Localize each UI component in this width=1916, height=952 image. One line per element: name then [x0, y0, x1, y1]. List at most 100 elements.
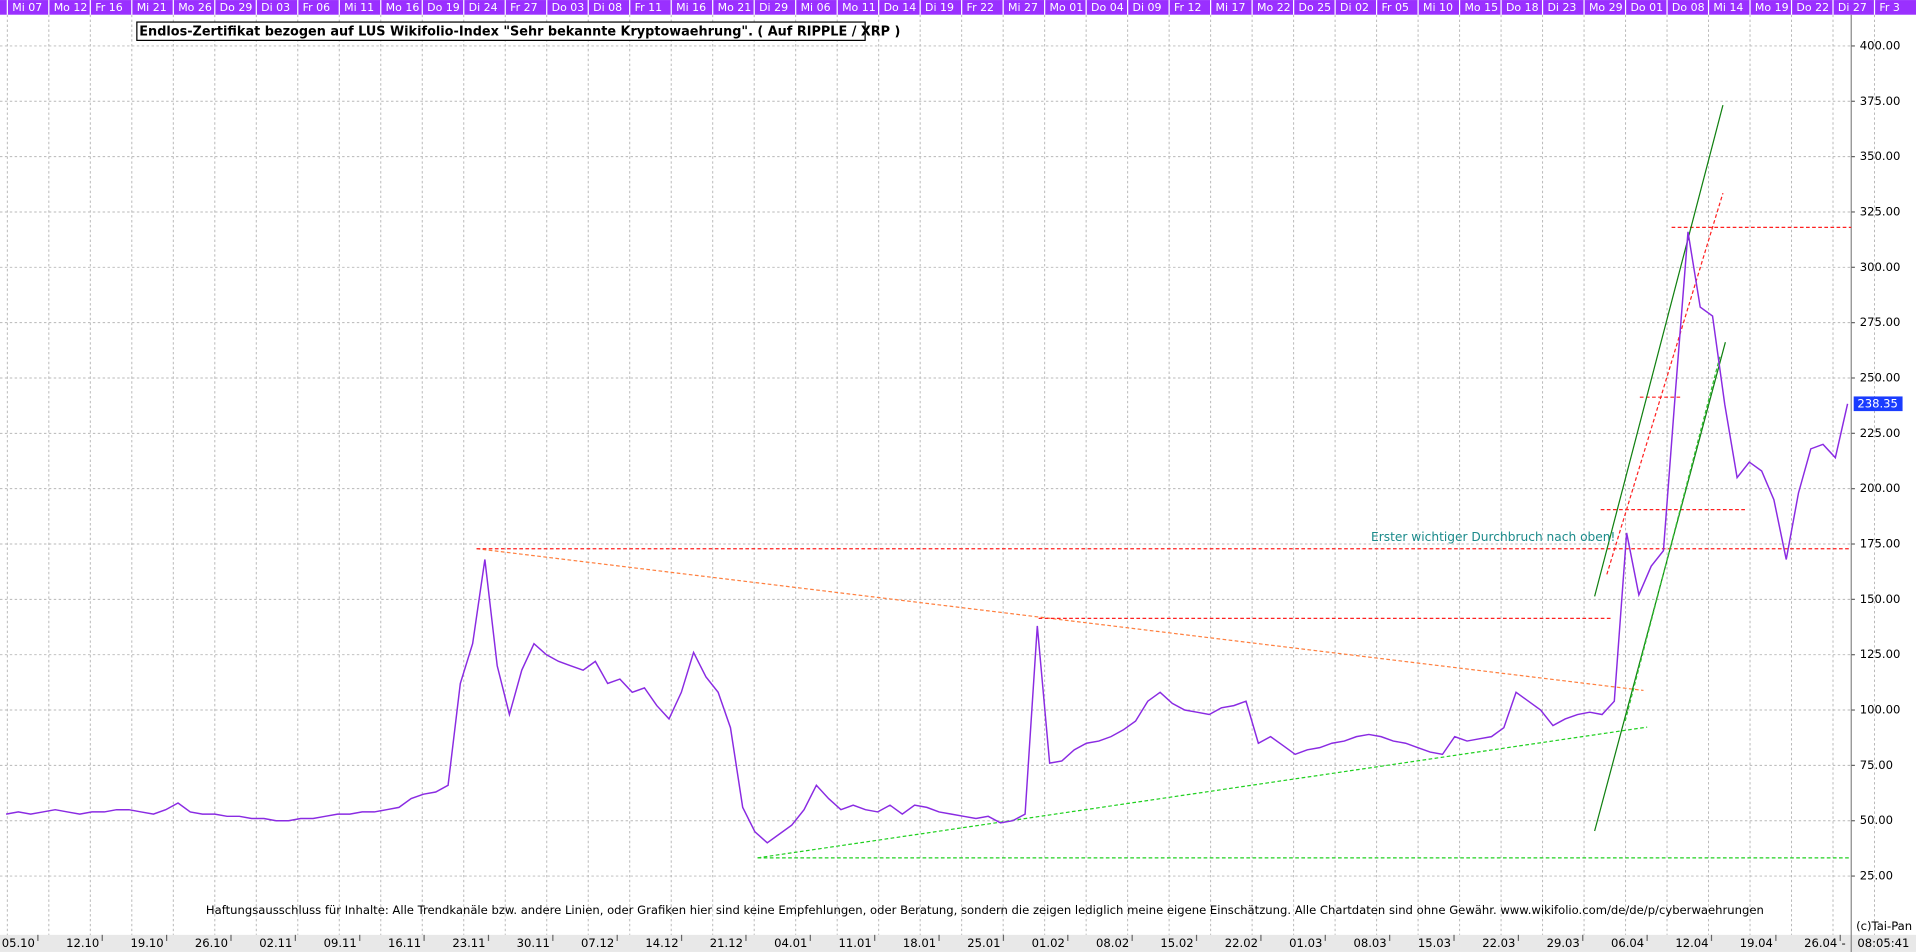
top-tick-label: Di 08: [593, 1, 622, 14]
x-tick-label: 07.12: [581, 936, 614, 950]
x-tick-label: 06.04: [1611, 936, 1644, 950]
top-tick-label: Do 19: [427, 1, 460, 14]
price-line: [5, 231, 1849, 844]
x-tick-label: 08.02: [1096, 936, 1129, 950]
top-tick-label: Fr 16: [95, 1, 123, 14]
top-tick-label: Mi 27: [1008, 1, 1038, 14]
y-tick-label: 375.00: [1860, 94, 1901, 108]
top-tick-label: Fr 3: [1879, 1, 1900, 14]
top-tick-label: Di 23: [1547, 1, 1576, 14]
top-tick-label: Di 03: [261, 1, 290, 14]
time: 08:05:41: [1857, 936, 1909, 950]
x-tick-label: 30.11: [517, 936, 550, 950]
x-tick-label: 26.10: [195, 936, 228, 950]
y-tick-label: 50.00: [1860, 813, 1893, 827]
top-tick-label: Mo 12: [54, 1, 88, 14]
trend-line: [1594, 104, 1724, 597]
last-value-box: [1853, 396, 1903, 412]
trend-lines: [476, 104, 1852, 859]
bottom-date-bar: [0, 934, 1916, 952]
x-tick-label: 15.03: [1418, 936, 1451, 950]
top-tick-label: Do 01: [1630, 1, 1663, 14]
title-box: [136, 21, 866, 41]
y-tick-label: 275.00: [1860, 315, 1901, 329]
top-tick-label: Do 29: [220, 1, 253, 14]
top-tick-label: Do 14: [884, 1, 917, 14]
trend-line: [1594, 342, 1726, 832]
y-tick-label: 150.00: [1860, 592, 1901, 606]
top-tick-label: Di 29: [759, 1, 788, 14]
x-tick-label: 21.12: [710, 936, 743, 950]
top-tick-label: Mo 01: [1050, 1, 1084, 14]
x-tick-label: 22.02: [1225, 936, 1258, 950]
top-tick-label: Fr 27: [510, 1, 538, 14]
x-tick-label: 08.03: [1353, 936, 1386, 950]
x-tick-label: 22.03: [1482, 936, 1515, 950]
x-tick-label: 14.12: [645, 936, 678, 950]
top-tick-label: Mo 19: [1755, 1, 1789, 14]
top-tick-label: Fr 05: [1381, 1, 1409, 14]
top-tick-label: Di 02: [1340, 1, 1369, 14]
top-tick-label: Do 08: [1672, 1, 1705, 14]
y-tick-label: 25.00: [1860, 869, 1893, 883]
top-tick-label: Do 25: [1298, 1, 1331, 14]
top-tick-label: Mo 11: [842, 1, 876, 14]
chart-title: Endlos-Zertifikat bezogen auf LUS Wikifo…: [139, 24, 900, 39]
top-tick-label: Mo 16: [386, 1, 420, 14]
top-tick-label: Di 09: [1133, 1, 1162, 14]
y-tick-label: 75.00: [1860, 758, 1893, 772]
y-tick-label: 400.00: [1860, 38, 1901, 52]
x-tick-label: 01.03: [1289, 936, 1322, 950]
x-tick-label: 29.03: [1547, 936, 1580, 950]
x-tick-label: 12.04: [1675, 936, 1708, 950]
top-tick-label: Do 22: [1796, 1, 1829, 14]
cursor-label: -: [1841, 936, 1845, 950]
x-tick-label: 04.01: [774, 936, 807, 950]
x-tick-label: 09.11: [324, 936, 357, 950]
top-tick-label: Di 19: [925, 1, 954, 14]
trend-line: [476, 548, 1644, 692]
y-tick-label: 250.00: [1860, 370, 1901, 384]
trend-line: [1624, 354, 1722, 722]
top-date-bar: [0, 0, 1916, 15]
last-value-label: 238.35: [1857, 396, 1898, 410]
top-tick-label: Mi 16: [676, 1, 706, 14]
top-tick-label: Mo 21: [718, 1, 752, 14]
top-tick-label: Fr 11: [635, 1, 663, 14]
top-tick-label: Mo 15: [1464, 1, 1498, 14]
y-tick-label: 225.00: [1860, 426, 1901, 440]
y-tick-label: 325.00: [1860, 204, 1901, 218]
y-tick-label: 200.00: [1860, 481, 1901, 495]
x-tick-label: 19.10: [130, 936, 163, 950]
top-tick-label: Fr 22: [967, 1, 995, 14]
x-tick-label: 25.01: [967, 936, 1000, 950]
x-tick-label: 19.04: [1740, 936, 1773, 950]
top-tick-label: Mo 26: [178, 1, 212, 14]
y-tick-label: 300.00: [1860, 260, 1901, 274]
top-tick-label: Do 03: [552, 1, 585, 14]
x-tick-label: 26.04: [1804, 936, 1837, 950]
x-tick-label: 23.11: [452, 936, 485, 950]
top-tick-label: Mo 22: [1257, 1, 1291, 14]
top-tick-label: Mi 14: [1713, 1, 1743, 14]
top-tick-label: Mi 06: [801, 1, 831, 14]
x-tick-label: 01.02: [1032, 936, 1065, 950]
top-tick-label: Fr 12: [1174, 1, 1202, 14]
grid: [0, 14, 1875, 935]
top-tick-label: Mi 17: [1216, 1, 1246, 14]
copyright: (c)Tai-Pan: [1856, 919, 1912, 933]
top-tick-label: Do 18: [1506, 1, 1539, 14]
x-tick-label: 15.02: [1160, 936, 1193, 950]
top-tick-label: Fr 06: [303, 1, 331, 14]
x-tick-label: 16.11: [388, 936, 421, 950]
x-tick-label: 02.11: [259, 936, 292, 950]
top-tick-label: Di 27: [1838, 1, 1867, 14]
top-tick-label: Mi 07: [12, 1, 42, 14]
top-tick-label: Di 24: [469, 1, 498, 14]
x-tick-label: 11.01: [839, 936, 872, 950]
plot: [5, 231, 1849, 844]
footer: Haftungsausschluss für Inhalte: Alle Tre…: [206, 903, 1764, 917]
trend-line: [1606, 192, 1724, 575]
